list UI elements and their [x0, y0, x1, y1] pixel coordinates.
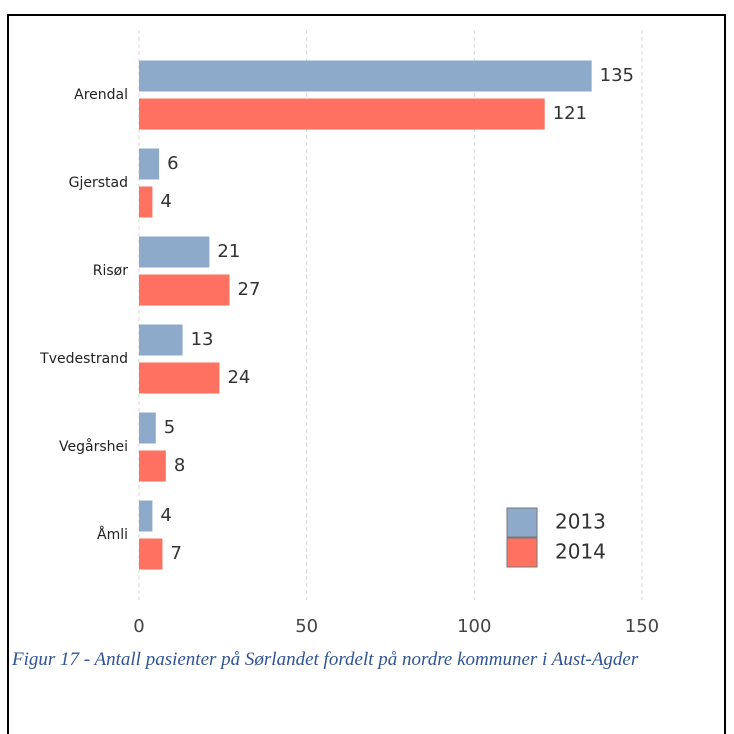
data-label: 13 — [191, 329, 214, 350]
bar — [139, 60, 592, 92]
bar — [139, 98, 545, 130]
bar — [139, 538, 163, 570]
data-label: 21 — [217, 241, 240, 262]
data-label: 7 — [170, 543, 181, 564]
data-label: 135 — [600, 65, 634, 86]
y-tick-label: Tvedestrand — [39, 351, 128, 367]
y-tick-label: Åmli — [97, 526, 128, 543]
y-tick-label: Gjerstad — [69, 175, 128, 191]
y-tick-label: Vegårshei — [59, 438, 128, 455]
legend-label: 2013 — [555, 510, 606, 534]
bar — [139, 186, 153, 218]
bar — [139, 236, 210, 268]
y-tick-label: Arendal — [74, 87, 128, 103]
legend-label: 2014 — [555, 540, 606, 564]
data-label: 8 — [174, 455, 185, 476]
data-label: 121 — [553, 103, 587, 124]
data-label: 24 — [227, 367, 250, 388]
bar — [139, 362, 220, 394]
bar — [139, 412, 156, 444]
data-label: 6 — [167, 153, 178, 174]
data-label: 4 — [160, 505, 171, 526]
caption: Figur 17 - Antall pasienter på Sørlandet… — [12, 649, 639, 670]
x-tick-label: 50 — [295, 616, 318, 637]
bar — [139, 274, 230, 306]
x-tick-label: 0 — [133, 616, 144, 637]
bar — [139, 500, 153, 532]
x-tick-label: 100 — [457, 616, 491, 637]
data-label: 4 — [160, 191, 171, 212]
data-label: 5 — [164, 417, 175, 438]
legend-swatch — [506, 507, 538, 538]
bar — [139, 450, 166, 482]
data-label: 27 — [238, 279, 261, 300]
frame — [7, 14, 726, 734]
bar — [139, 324, 183, 356]
legend-swatch — [506, 537, 538, 568]
x-tick-label: 150 — [625, 616, 659, 637]
y-tick-label: Risør — [93, 263, 128, 279]
bar — [139, 148, 160, 180]
